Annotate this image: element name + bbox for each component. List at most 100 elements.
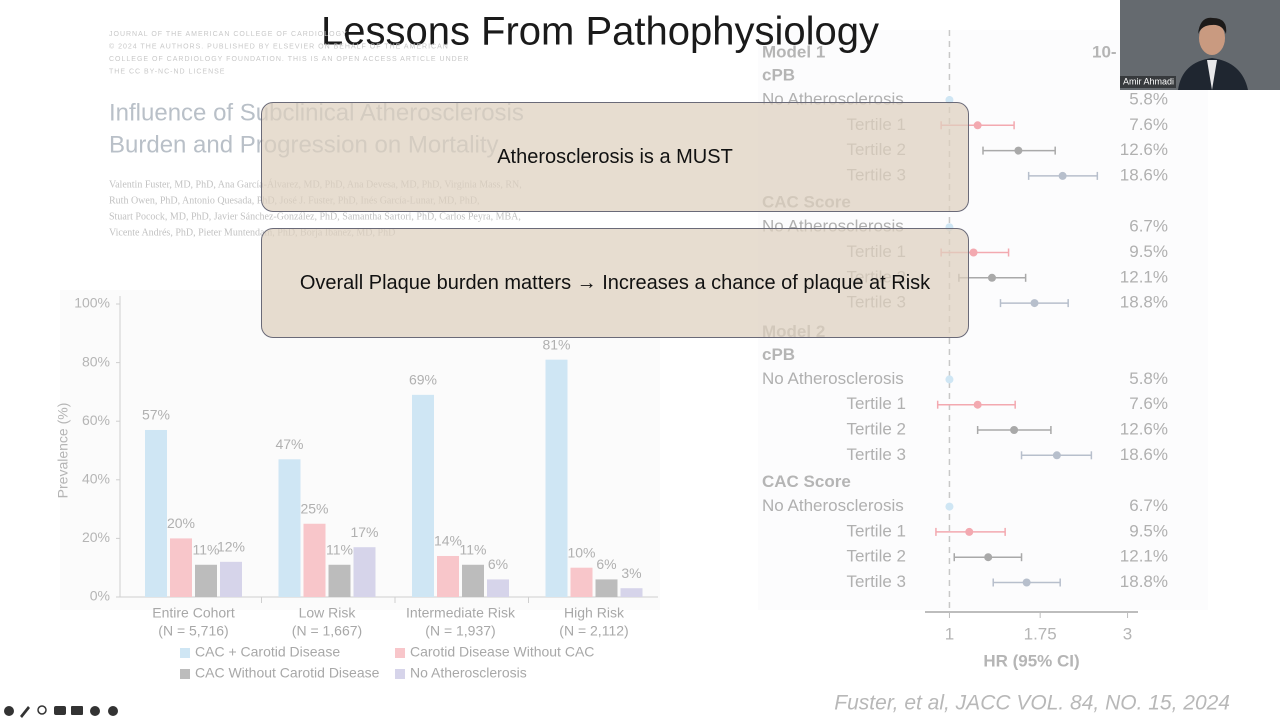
toolbar-more[interactable] xyxy=(90,706,100,716)
y-tick-label: 60% xyxy=(82,412,110,428)
row-label: Tertile 3 xyxy=(846,445,906,464)
bar-value-label: 11% xyxy=(326,541,353,557)
hr-point xyxy=(1014,146,1023,155)
row-label: Tertile 2 xyxy=(846,419,906,438)
bar xyxy=(195,564,217,597)
callout-text: Overall Plaque burden matters → Increase… xyxy=(299,272,931,294)
hr-point xyxy=(969,248,978,257)
x-tick-label: 3 xyxy=(1123,624,1132,643)
row-label: No Atherosclerosis xyxy=(762,496,904,515)
group-header: cPB xyxy=(762,345,795,364)
bar xyxy=(487,579,509,597)
journal-header-line: THE CC BY-NC-ND LICENSE xyxy=(109,68,225,75)
callout-box: Overall Plaque burden matters → Increase… xyxy=(261,228,969,338)
toolbar-prev[interactable] xyxy=(4,706,14,716)
bar xyxy=(145,429,167,597)
row-label: Tertile 3 xyxy=(846,572,906,591)
row-rate: 7.6% xyxy=(1129,115,1168,134)
legend-label: No Atherosclerosis xyxy=(410,665,527,681)
bar-value-label: 81% xyxy=(542,336,570,352)
y-axis-label: Prevalence (%) xyxy=(55,403,71,499)
hr-point xyxy=(1058,171,1067,180)
x-tick-label: 1.75 xyxy=(1024,624,1057,643)
group-header: cPB xyxy=(762,65,795,84)
row-rate: 9.5% xyxy=(1129,242,1168,261)
bar-value-label: 25% xyxy=(300,500,328,516)
bar xyxy=(303,523,326,597)
hr-point xyxy=(973,400,982,409)
toolbar-next[interactable] xyxy=(108,706,118,716)
bar xyxy=(437,555,459,597)
hr-point xyxy=(945,502,954,511)
bar-value-label: 11% xyxy=(460,541,487,557)
bar xyxy=(462,564,484,597)
bar xyxy=(170,538,192,597)
row-rate: 18.6% xyxy=(1120,165,1168,184)
row-rate: 6.7% xyxy=(1129,496,1168,515)
x-tick-label: Entire Cohort xyxy=(152,605,235,621)
toolbar[interactable] xyxy=(4,705,118,718)
author-line: Stuart Pocock, MD, PhD, Javier Sánchez-G… xyxy=(109,211,521,222)
author-line: Vicente Andrés, PhD, Pieter Muntendam, P… xyxy=(109,227,395,238)
legend-swatch xyxy=(180,648,190,658)
hr-point xyxy=(1052,451,1061,460)
legend-swatch xyxy=(395,669,405,679)
bar xyxy=(620,588,643,597)
bar-value-label: 12% xyxy=(217,539,245,555)
row-rate: 18.8% xyxy=(1120,572,1168,591)
row-rate: 7.6% xyxy=(1129,394,1168,413)
toolbar-pen[interactable] xyxy=(20,706,30,718)
bar-value-label: 14% xyxy=(434,533,462,549)
bar-value-label: 20% xyxy=(167,515,195,531)
bar xyxy=(595,579,618,597)
group-header: CAC Score xyxy=(762,472,851,491)
presenter-name: Amir Ahmadi xyxy=(1123,76,1174,86)
callout-box: Atherosclerosis is a MUST xyxy=(261,102,969,212)
row-rate: 5.8% xyxy=(1129,89,1168,108)
model-header: Model 1 xyxy=(762,42,825,61)
hr-point xyxy=(1010,426,1019,434)
callout-text: Atherosclerosis is a MUST xyxy=(497,146,733,168)
name-tag xyxy=(1120,76,1176,88)
bar-value-label: 57% xyxy=(142,407,170,423)
y-tick-label: 20% xyxy=(82,529,110,545)
x-tick-label: High Risk xyxy=(564,605,625,621)
row-rate: 12.1% xyxy=(1120,267,1168,286)
citation: Fuster, et al, JACC VOL. 84, NO. 15, 202… xyxy=(834,692,1230,715)
x-tick-sublabel: (N = 2,112) xyxy=(559,623,628,639)
bar-value-label: 17% xyxy=(350,524,378,540)
legend-label: CAC + Carotid Disease xyxy=(195,644,340,660)
bar xyxy=(412,394,434,597)
legend-label: Carotid Disease Without CAC xyxy=(410,644,594,660)
x-axis-label: HR (95% CI) xyxy=(983,651,1079,670)
journal-header-line: COLLEGE OF CARDIOLOGY FOUNDATION. THIS I… xyxy=(109,56,469,63)
toolbar-slides[interactable] xyxy=(54,706,66,715)
row-label: Tertile 2 xyxy=(846,547,906,566)
x-tick-sublabel: (N = 5,716) xyxy=(158,623,228,639)
row-rate: 9.5% xyxy=(1129,521,1168,540)
bar xyxy=(220,561,242,597)
legend-swatch xyxy=(395,648,405,658)
toolbar-video[interactable] xyxy=(71,706,83,715)
hr-point xyxy=(965,527,974,536)
y-tick-label: 40% xyxy=(82,471,110,487)
bar xyxy=(328,564,351,597)
bar-value-label: 11% xyxy=(193,541,220,557)
x-tick-label: 1 xyxy=(945,624,954,643)
row-label: Tertile 1 xyxy=(846,521,906,540)
presenter-shirt xyxy=(1207,60,1217,90)
x-tick-label: Intermediate Risk xyxy=(406,605,516,621)
presenter-hair xyxy=(1198,17,1227,34)
y-tick-label: 100% xyxy=(74,295,110,311)
bar-value-label: 47% xyxy=(275,436,303,452)
toolbar-zoom[interactable] xyxy=(37,705,47,715)
presenter-head xyxy=(1199,21,1225,55)
x-tick-sublabel: (N = 1,667) xyxy=(292,623,362,639)
hr-point xyxy=(1030,299,1039,308)
row-label: No Atherosclerosis xyxy=(762,369,904,388)
row-rate: 6.7% xyxy=(1129,217,1168,236)
hr-point xyxy=(987,273,996,282)
bar-value-label: 6% xyxy=(488,556,508,572)
row-rate: 18.6% xyxy=(1120,445,1168,464)
